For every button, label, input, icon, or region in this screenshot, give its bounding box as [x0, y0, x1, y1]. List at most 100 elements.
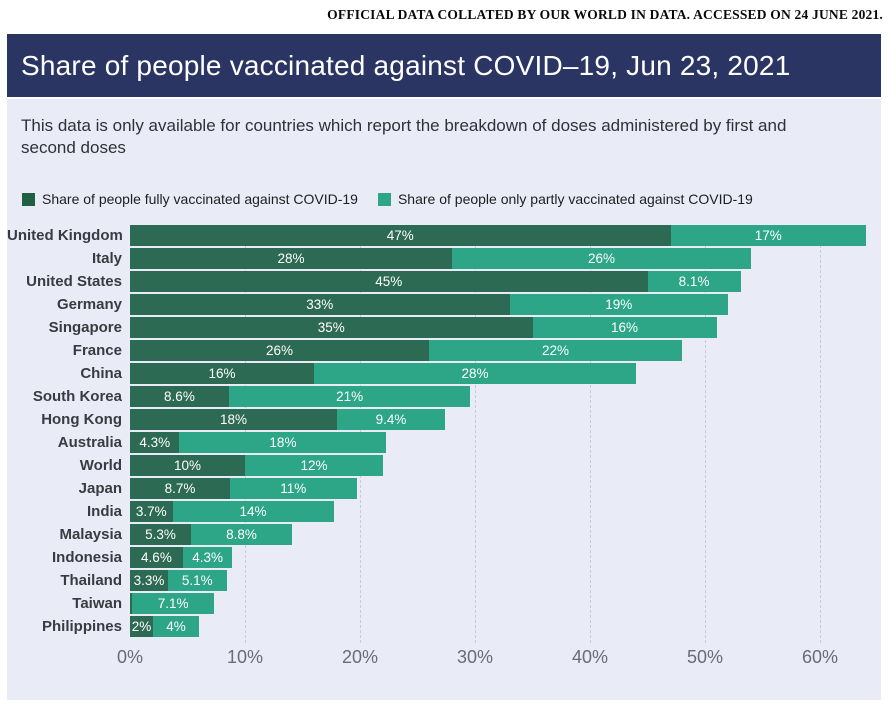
country-label: Thailand — [60, 572, 122, 589]
bar-partly-segment: 28% — [314, 363, 636, 384]
bar-fully-segment: 4.3% — [130, 432, 180, 453]
country-label: United States — [26, 273, 122, 290]
stacked-bar: 8.7% 11% — [130, 478, 357, 499]
bar-fully-segment: 8.7% — [130, 478, 231, 499]
chart-row: Hong Kong 18% 9.4% — [7, 409, 881, 432]
segment-value-label: 8.7% — [164, 481, 196, 496]
stacked-bar: 16% 28% — [130, 363, 636, 384]
stacked-bar: 10% 12% — [130, 455, 383, 476]
stacked-bar: 4.3% 18% — [130, 432, 387, 453]
legend-label: Share of people fully vaccinated against… — [42, 191, 358, 207]
chart-row: South Korea 8.6% 21% — [7, 386, 881, 409]
segment-value-label: 18% — [269, 435, 297, 450]
source-caption: OFFICIAL DATA COLLATED BY OUR WORLD IN D… — [327, 7, 883, 22]
chart-row: Australia 4.3% 18% — [7, 432, 881, 455]
country-label: China — [80, 365, 122, 382]
chart-row: Germany 33% 19% — [7, 294, 881, 317]
chart-row: France 26% 22% — [7, 340, 881, 363]
x-tick-label: 20% — [341, 647, 379, 667]
bar-partly-segment: 17% — [670, 225, 866, 246]
segment-value-label: 19% — [605, 297, 633, 312]
chart-subtitle: This data is only available for countrie… — [21, 116, 787, 158]
country-label: India — [86, 503, 122, 520]
segment-value-label: 9.4% — [375, 412, 407, 427]
bar-partly-segment: 8.1% — [647, 271, 741, 292]
stacked-bar: 28% 26% — [130, 248, 751, 269]
country-label: Hong Kong — [41, 411, 122, 428]
segment-value-label: 26% — [587, 251, 616, 266]
bar-fully-segment: 2% — [130, 616, 153, 637]
legend-swatch-fully-icon — [22, 192, 35, 206]
x-axis: 0% 10% 20% 30% 40% 50% 60% — [7, 647, 881, 669]
bar-partly-segment: 5.1% — [167, 570, 227, 591]
chart-row: India 3.7% 14% — [7, 501, 881, 524]
chart-row: Indonesia 4.6% 4.3% — [7, 547, 881, 570]
country-label: Germany — [56, 296, 122, 313]
segment-value-label: 12% — [300, 458, 328, 473]
bar-partly-segment: 14% — [172, 501, 334, 522]
country-label: France — [72, 342, 122, 359]
chart-row: United States 45% 8.1% — [7, 271, 881, 294]
stacked-bar: 18% 9.4% — [130, 409, 446, 430]
segment-value-label: 14% — [239, 504, 267, 519]
country-label: Malaysia — [59, 526, 122, 543]
bar-partly-segment: 18% — [179, 432, 387, 453]
bar-partly-segment: 22% — [429, 340, 682, 361]
segment-value-label: 8.1% — [678, 274, 710, 289]
country-label: World — [79, 457, 122, 474]
segment-value-label: 3.3% — [133, 573, 165, 588]
stacked-bar: 7.1% — [130, 593, 214, 614]
bar-fully-segment: 10% — [130, 455, 245, 476]
chart-row: Thailand 3.3% 5.1% — [7, 570, 881, 593]
chart-row: Italy 28% 26% — [7, 248, 881, 271]
chart-row: Taiwan 7.1% — [7, 593, 881, 616]
segment-value-label: 45% — [375, 274, 403, 289]
x-tick-label: 60% — [801, 647, 839, 667]
x-tick-label: 0% — [116, 647, 143, 667]
bar-partly-segment: 19% — [509, 294, 728, 315]
legend-item: Share of people fully vaccinated against… — [22, 191, 358, 207]
stacked-bar: 8.6% 21% — [130, 386, 471, 407]
segment-value-label: 47% — [386, 228, 414, 243]
bar-fully-segment: 3.3% — [130, 570, 168, 591]
segment-value-label: 26% — [265, 343, 294, 358]
bar-partly-segment: 7.1% — [132, 593, 214, 614]
stacked-bar: 35% 16% — [130, 317, 717, 338]
segment-value-label: 4.6% — [141, 550, 172, 565]
bar-partly-segment: 9.4% — [337, 409, 446, 430]
segment-value-label: 18% — [219, 412, 248, 427]
stacked-bar: 4.6% 4.3% — [130, 547, 233, 568]
stacked-bar: 33% 19% — [130, 294, 728, 315]
country-label: Singapore — [48, 319, 122, 336]
segment-value-label: 28% — [277, 251, 305, 266]
bar-partly-segment: 8.8% — [190, 524, 293, 545]
chart-row: Malaysia 5.3% 8.8% — [7, 524, 881, 547]
segment-value-label: 16% — [610, 320, 639, 335]
segment-value-label: 11% — [280, 481, 307, 496]
bar-fully-segment: 5.3% — [130, 524, 191, 545]
segment-value-label: 16% — [208, 366, 236, 381]
bar-partly-segment: 4.3% — [182, 547, 233, 568]
bar-partly-segment: 11% — [230, 478, 357, 499]
segment-value-label: 4.3% — [192, 550, 223, 565]
bar-fully-segment: 18% — [130, 409, 337, 430]
x-tick-label: 50% — [686, 647, 724, 667]
bar-fully-segment: 3.7% — [130, 501, 173, 522]
country-label: Philippines — [41, 618, 122, 635]
bar-fully-segment: 8.6% — [130, 386, 229, 407]
country-label: United Kingdom — [7, 227, 123, 244]
bar-fully-segment: 47% — [130, 225, 671, 246]
legend-label: Share of people only partly vaccinated a… — [397, 191, 753, 207]
country-label: Taiwan — [72, 595, 122, 612]
segment-value-label: 3.7% — [135, 504, 167, 519]
bar-fully-segment: 4.6% — [130, 547, 183, 568]
country-label: Japan — [78, 480, 122, 497]
bar-fully-segment: 33% — [130, 294, 510, 315]
bar-partly-segment: 16% — [532, 317, 717, 338]
segment-value-label: 2% — [131, 619, 152, 634]
stacked-bar: 3.3% 5.1% — [130, 570, 227, 591]
chart-row: Singapore 35% 16% — [7, 317, 881, 340]
segment-value-label: 28% — [461, 366, 489, 381]
legend-item: Share of people only partly vaccinated a… — [377, 191, 753, 207]
x-tick-label: 10% — [226, 647, 264, 667]
